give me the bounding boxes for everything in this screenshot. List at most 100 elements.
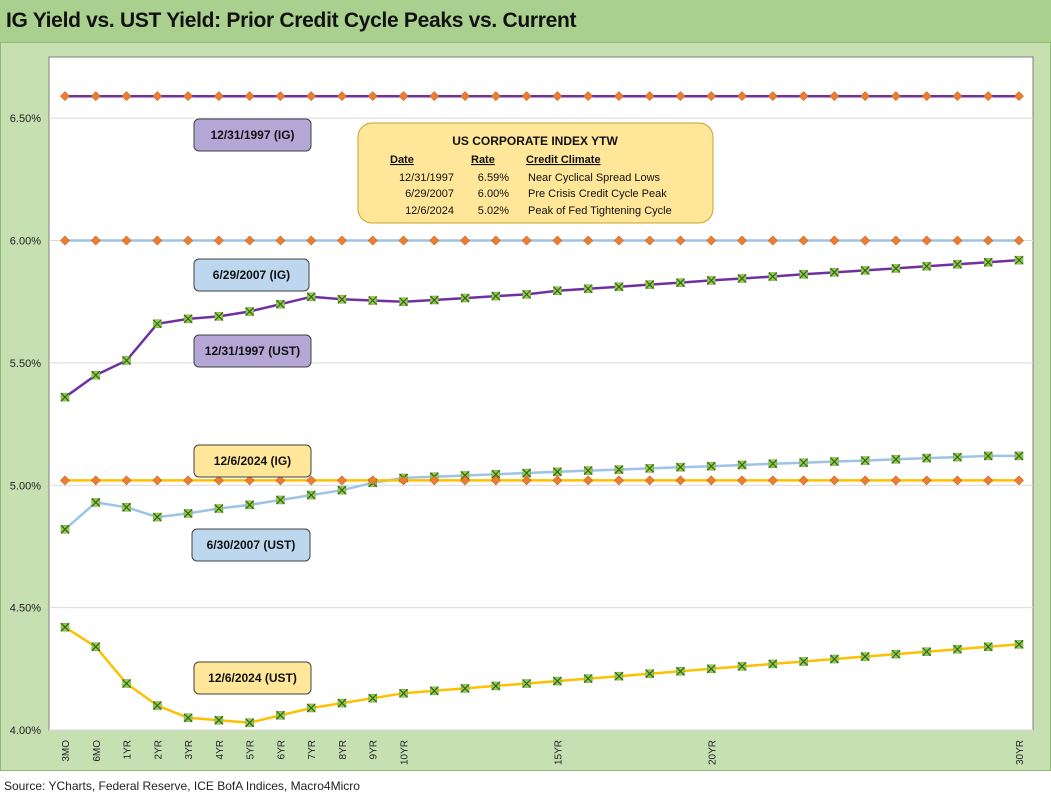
series-label: 12/6/2024 (UST) — [193, 661, 312, 695]
ust-point — [860, 456, 870, 465]
ig-point — [952, 475, 963, 486]
ig-point — [767, 91, 778, 102]
ust-point — [552, 286, 562, 296]
svg-text:6/29/2007 (IG): 6/29/2007 (IG) — [213, 268, 290, 282]
ig-point — [583, 475, 594, 486]
ust-point — [676, 462, 685, 472]
ust-point — [614, 465, 624, 475]
ust-point — [860, 265, 870, 275]
x-tick-label: 6MO — [92, 740, 103, 762]
x-axis: 3MO 6MO 1YR 2YR 3YR 4YR 5YR 6YR 7YR 8YR 9YR 10YR 15Y… — [61, 740, 1026, 765]
ig-point — [891, 235, 901, 246]
ig-point — [429, 475, 440, 486]
ig-point — [90, 91, 101, 102]
ig-point — [706, 475, 717, 486]
ig-point — [213, 91, 224, 102]
ust-point — [60, 622, 70, 632]
ust-point — [306, 292, 316, 302]
ust-point — [645, 463, 655, 473]
ig-point — [521, 475, 532, 486]
ust-point — [245, 718, 255, 728]
ig-point — [644, 475, 655, 486]
ig-point — [552, 475, 563, 486]
y-tick-label: 5.50% — [10, 358, 41, 370]
ig-point — [152, 91, 163, 102]
info-row-climate: Peak of Fed Tightening Cycle — [528, 205, 672, 217]
ig-point — [152, 475, 163, 486]
ig-point — [60, 235, 70, 246]
info-box: US CORPORATE INDEX YTW Date Rate Credit … — [357, 122, 714, 224]
ust-point — [891, 264, 901, 273]
ust-point — [768, 459, 778, 469]
ust-point — [829, 267, 839, 277]
ig-point — [706, 235, 717, 246]
svg-text:6/30/2007 (UST): 6/30/2007 (UST) — [207, 538, 296, 552]
ig-point — [90, 475, 101, 486]
ig-point — [675, 91, 686, 102]
chart-title: IG Yield vs. UST Yield: Prior Credit Cyc… — [6, 9, 577, 32]
info-row-climate: Pre Crisis Credit Cycle Peak — [528, 188, 667, 200]
ig-point — [429, 235, 440, 246]
ig-point — [521, 235, 532, 246]
marker-layer — [60, 91, 1024, 728]
ust-point — [983, 257, 993, 267]
x-tick-label: 15YR — [553, 740, 564, 765]
info-row-rate: 6.59% — [478, 172, 509, 184]
ust-point — [737, 661, 747, 671]
ust-point — [214, 715, 224, 725]
ust-point — [737, 460, 747, 470]
series-label: 12/6/2024 (IG) — [193, 444, 312, 478]
ig-point — [460, 235, 470, 246]
ig-point — [244, 235, 255, 246]
ust-point — [183, 314, 193, 324]
ig-point — [121, 91, 132, 102]
ust-point — [645, 669, 655, 679]
ust-point — [122, 679, 131, 688]
ust-point — [214, 311, 224, 321]
ig-point — [767, 475, 778, 486]
ust-point — [983, 451, 993, 461]
ig-point — [367, 475, 378, 486]
ust-point — [399, 297, 408, 307]
ig-point — [275, 235, 286, 246]
x-tick-label: 3MO — [61, 740, 72, 762]
ust-point — [245, 500, 255, 510]
svg-text:12/31/1997 (IG): 12/31/1997 (IG) — [210, 128, 294, 142]
ig-point — [1014, 91, 1024, 102]
ig-point — [183, 475, 193, 486]
ust-point — [1014, 255, 1024, 265]
ust-point — [60, 524, 70, 534]
series-labels: 12/31/1997 (IG) 6/29/2007 (IG) 12/6/2024 (… — [191, 118, 312, 695]
ust-point — [122, 502, 131, 512]
ig-point — [460, 91, 470, 102]
ust-point — [306, 703, 316, 713]
ust-point — [460, 683, 470, 693]
title-bar: IG Yield vs. UST Yield: Prior Credit Cyc… — [0, 0, 1051, 43]
ust-point — [583, 466, 593, 476]
ig-point — [860, 475, 871, 486]
ig-point — [367, 91, 378, 102]
ig-point — [583, 235, 594, 246]
ig-point — [675, 235, 686, 246]
ust-point — [799, 657, 809, 666]
ust-point — [491, 291, 501, 301]
y-axis: 4.00% 4.50% 5.00% 5.50% 6.00% 6.50% — [10, 113, 41, 737]
ig-point — [183, 235, 193, 246]
x-tick-label: 2YR — [153, 740, 164, 759]
ig-point — [614, 475, 624, 486]
ig-point — [921, 91, 932, 102]
ig-point — [829, 475, 840, 486]
ig-point — [121, 475, 132, 486]
ig-point — [860, 91, 871, 102]
ust-point — [953, 452, 962, 462]
ust-point — [214, 504, 224, 513]
ust-point — [799, 458, 809, 468]
ust-point — [460, 471, 470, 480]
ust-point — [491, 681, 501, 691]
svg-text:12/6/2024 (UST): 12/6/2024 (UST) — [208, 671, 297, 685]
ust-point — [429, 295, 439, 305]
svg-text:12/6/2024 (IG): 12/6/2024 (IG) — [214, 454, 291, 468]
ig-point — [306, 91, 317, 102]
ig-point — [1014, 475, 1024, 486]
ig-point — [891, 475, 901, 486]
